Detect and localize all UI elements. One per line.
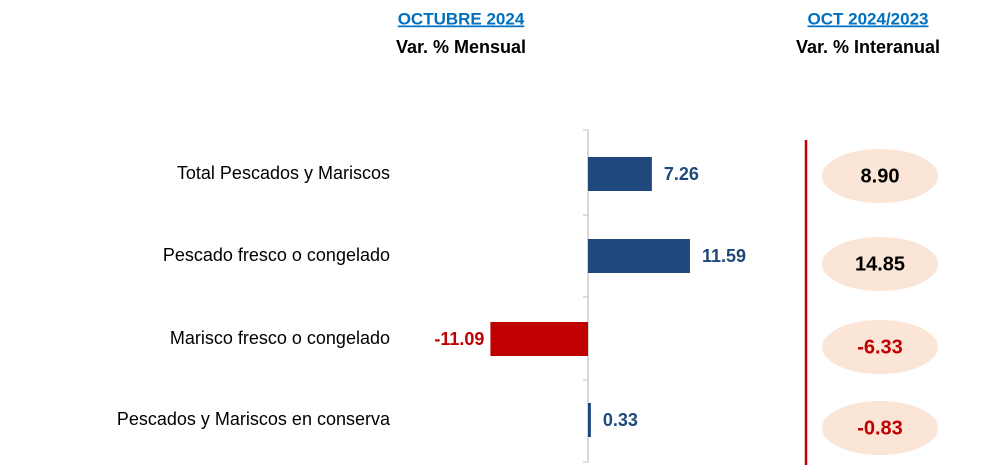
badge [822,401,938,455]
category-label: Marisco fresco o congelado [170,328,390,348]
value-label: 11.59 [702,246,746,266]
badge [822,237,938,291]
value-label: 7.26 [664,164,699,184]
category-label: Pescado fresco o congelado [163,245,390,265]
bar [588,157,652,191]
badge [822,149,938,203]
monthly-title: OCTUBRE 2024 [398,9,525,28]
badge-label: -0.83 [857,417,903,439]
annual-subtitle: Var. % Interanual [796,37,940,57]
bar [490,322,588,356]
bar [588,403,591,437]
value-label: -11.09 [434,329,484,349]
monthly-subtitle: Var. % Mensual [396,37,526,57]
badge-label: 14.85 [855,253,905,275]
annual-title: OCT 2024/2023 [808,9,929,28]
badge-label: -6.33 [857,336,903,358]
category-label: Total Pescados y Mariscos [177,163,390,183]
badge-label: 8.90 [861,165,900,187]
category-label: Pescados y Mariscos en conserva [117,409,391,429]
value-label: 0.33 [603,410,638,430]
badge [822,320,938,374]
bar [588,239,690,273]
